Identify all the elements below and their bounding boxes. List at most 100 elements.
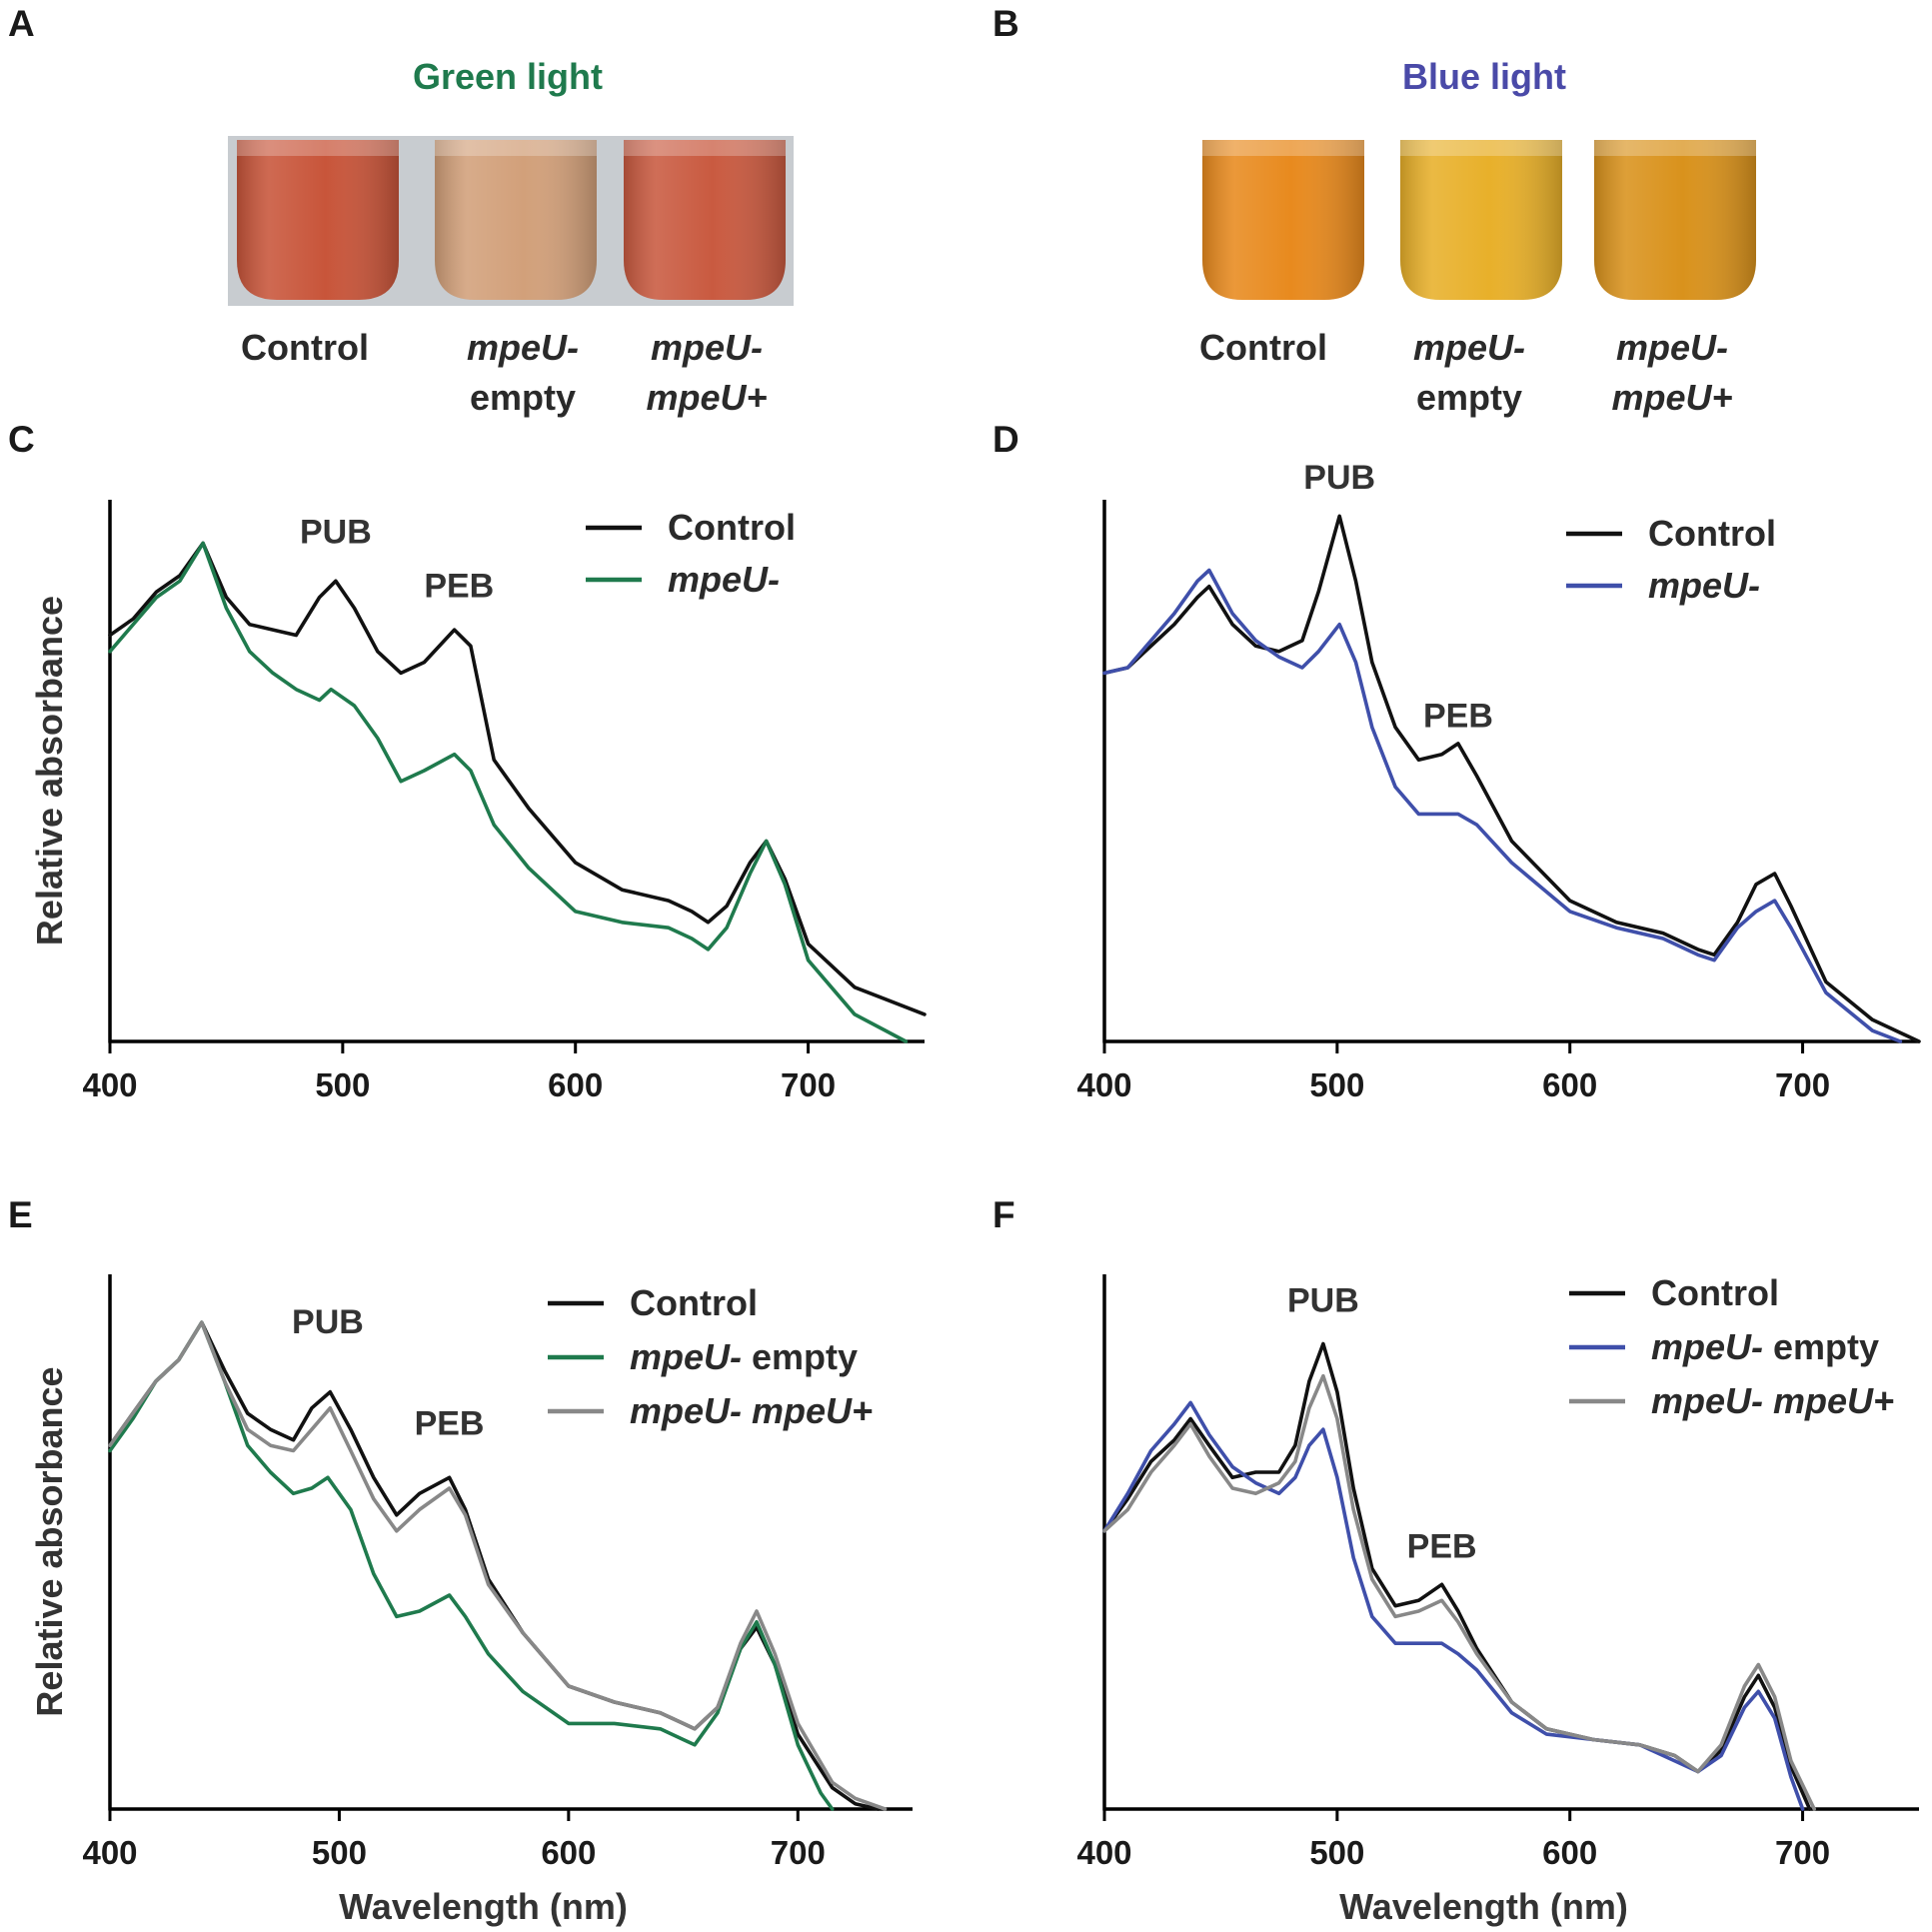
x-tick-label: 500 xyxy=(1309,1834,1364,1871)
y-axis-title: Relative absorbance xyxy=(29,1366,70,1716)
series-line-mpeu- xyxy=(108,541,909,1043)
caption-mpeu-empty-line2: empty xyxy=(1416,377,1522,418)
vial-control xyxy=(1202,140,1364,300)
caption-mpeu-comp-line2: mpeU+ xyxy=(646,377,767,418)
photo-panel-a: A Green light Control mpeU- empty mpeU- … xyxy=(8,3,794,418)
caption-mpeu-comp-line1: mpeU- xyxy=(1616,327,1728,368)
legend-label: mpeU- mpeU+ xyxy=(1651,1380,1894,1421)
legend-label-italic: mpeU- xyxy=(668,559,780,600)
legend-label: mpeU- mpeU+ xyxy=(630,1390,873,1431)
legend-label-italic: mpeU- xyxy=(1651,1326,1763,1367)
vial-glass xyxy=(624,140,786,300)
legend-label-text: empty xyxy=(742,1336,858,1377)
x-axis-title: Wavelength (nm) xyxy=(1339,1886,1628,1927)
caption-control: Control xyxy=(1199,327,1327,368)
panel-letter-c: C xyxy=(8,419,35,460)
legend-label-text: empty xyxy=(1763,1326,1879,1367)
photo-captions: Control mpeU- empty mpeU- mpeU+ xyxy=(1199,327,1733,418)
chart-panel-f: F 400 500 600 700 Wavelength (nm) PUB PEB Contro… xyxy=(992,1194,1919,1927)
legend-label-text: Control xyxy=(1651,1272,1779,1313)
vial-glass xyxy=(237,140,399,300)
vial-meniscus xyxy=(237,140,399,156)
legend-label-text: Control xyxy=(630,1282,758,1323)
panel-letter-d: D xyxy=(992,419,1019,460)
caption-mpeu-empty-line2: empty xyxy=(470,377,576,418)
legend-label: mpeU- empty xyxy=(1651,1326,1879,1367)
green-light-title: Green light xyxy=(413,56,603,97)
panel-letter-e: E xyxy=(8,1194,33,1235)
panel-letter-f: F xyxy=(992,1194,1015,1235)
series-line-control xyxy=(108,1320,881,1811)
x-axis-title: Wavelength (nm) xyxy=(339,1886,628,1927)
series-line-mpeu-mpeu- xyxy=(108,1320,888,1811)
vial-control xyxy=(237,140,399,300)
peak-label-peb: PEB xyxy=(424,568,494,606)
x-tick-label: 700 xyxy=(1775,1066,1830,1103)
vial-glass xyxy=(1202,140,1364,300)
x-tick-label: 600 xyxy=(548,1066,603,1103)
series-line-mpeu-mpeu- xyxy=(1102,1373,1816,1811)
vial-meniscus xyxy=(1202,140,1364,156)
legend-label: Control xyxy=(1651,1272,1779,1313)
series-line-control xyxy=(108,541,927,1016)
caption-mpeu-empty-line1: mpeU- xyxy=(467,327,579,368)
legend-label-italic: mpeU- xyxy=(630,1336,742,1377)
peak-label-pub: PUB xyxy=(292,1303,364,1341)
x-tick-label: 400 xyxy=(1076,1834,1131,1871)
vial-glass xyxy=(435,140,597,300)
vial-mpeu-complemented xyxy=(624,140,786,300)
blue-light-photo xyxy=(1181,136,1763,306)
vial-meniscus xyxy=(1594,140,1756,156)
x-tick-label: 500 xyxy=(312,1834,367,1871)
vial-meniscus xyxy=(624,140,786,156)
legend: Control mpeU- empty mpeU- mpeU+ xyxy=(1569,1272,1894,1421)
x-tick-label: 700 xyxy=(1775,1834,1830,1871)
caption-mpeu-comp-line1: mpeU- xyxy=(651,327,763,368)
peak-label-pub: PUB xyxy=(300,513,372,551)
legend-label: mpeU- xyxy=(668,559,780,600)
legend-label-italic: mpeU- xyxy=(1648,565,1760,606)
chart-panel-c: C 400 500 600 700 Relative absorbance PUB PEB Co… xyxy=(8,419,927,1103)
vial-meniscus xyxy=(1400,140,1562,156)
caption-control: Control xyxy=(241,327,369,368)
panel-letter-b: B xyxy=(992,3,1019,44)
x-tick-label: 400 xyxy=(1076,1066,1131,1103)
legend-label: Control xyxy=(630,1282,758,1323)
legend-label: Control xyxy=(668,507,796,548)
legend-label: Control xyxy=(1648,513,1776,554)
legend-label: mpeU- empty xyxy=(630,1336,858,1377)
legend-label: mpeU- xyxy=(1648,565,1760,606)
photo-captions: Control mpeU- empty mpeU- mpeU+ xyxy=(241,327,768,418)
caption-mpeu-comp-line2: mpeU+ xyxy=(1611,377,1732,418)
x-tick-label: 600 xyxy=(541,1834,596,1871)
caption-mpeu-empty-line1: mpeU- xyxy=(1413,327,1525,368)
vial-meniscus xyxy=(435,140,597,156)
vial-mpeu-empty xyxy=(1400,140,1562,300)
series-line-control xyxy=(1102,514,1921,1043)
x-tick-label: 500 xyxy=(1309,1066,1364,1103)
peak-label-pub: PUB xyxy=(1303,459,1375,497)
x-tick-label: 700 xyxy=(771,1834,826,1871)
legend: Control mpeU- xyxy=(586,507,796,600)
x-tick-label: 600 xyxy=(1542,1066,1597,1103)
vial-glass xyxy=(1400,140,1562,300)
panel-letter-a: A xyxy=(8,3,35,44)
peak-label-pub: PUB xyxy=(1287,1281,1359,1319)
y-axis-title: Relative absorbance xyxy=(29,596,70,946)
chart-panel-d: D 400 500 600 700 PUB PEB Control mpeU- xyxy=(992,419,1921,1103)
series-line-mpeu-empty xyxy=(1102,1400,1805,1811)
vial-mpeu-complemented xyxy=(1594,140,1756,300)
vial-mpeu-empty xyxy=(435,140,597,300)
peak-label-peb: PEB xyxy=(415,1405,485,1443)
legend-label-text: Control xyxy=(668,507,796,548)
x-tick-label: 600 xyxy=(1542,1834,1597,1871)
legend: Control mpeU- xyxy=(1566,513,1776,606)
blue-light-title: Blue light xyxy=(1402,56,1566,97)
x-tick-label: 400 xyxy=(82,1066,137,1103)
legend-label-italic: mpeU- mpeU+ xyxy=(1651,1380,1894,1421)
photo-panel-b: B Blue light Control mpeU- empty mpeU- m… xyxy=(992,3,1763,418)
x-tick-label: 400 xyxy=(82,1834,137,1871)
peak-label-peb: PEB xyxy=(1407,1528,1477,1566)
legend: Control mpeU- empty mpeU- mpeU+ xyxy=(548,1282,873,1431)
